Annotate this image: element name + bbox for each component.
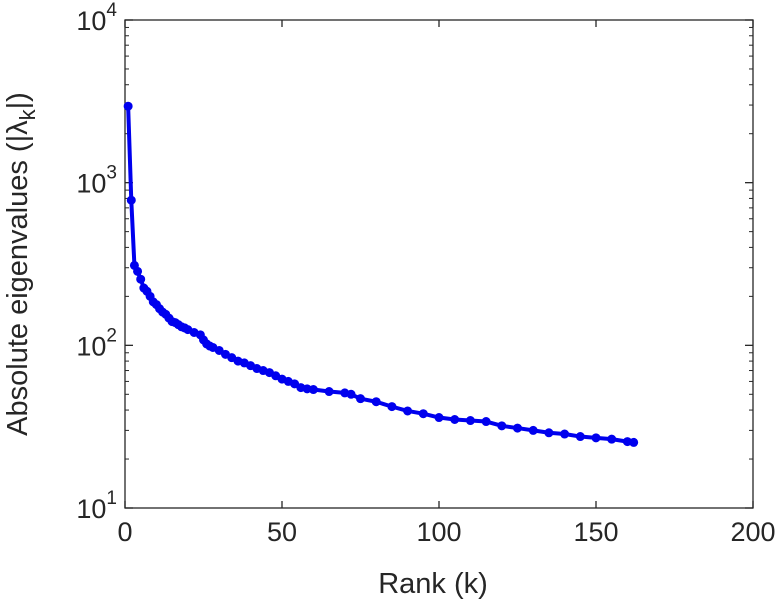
y-tick-label: 103	[76, 163, 117, 199]
data-point	[356, 394, 365, 404]
data-point	[403, 406, 413, 416]
data-point	[481, 417, 491, 427]
data-point	[497, 421, 507, 431]
data-point	[126, 195, 136, 205]
x-tick-label: 150	[573, 517, 618, 547]
data-point	[575, 432, 585, 442]
data-point	[371, 397, 381, 407]
x-axis-ticks: 0 50 100 150 200	[117, 20, 776, 547]
data-point	[123, 101, 133, 111]
y-axis-label-subscript: k	[15, 108, 40, 120]
y-axis-label-main: Absolute eigenvalues (|	[2, 135, 34, 436]
y-tick-base: 10	[76, 6, 106, 36]
data-point	[629, 437, 639, 447]
y-tick-label: 102	[76, 325, 117, 361]
data-point	[607, 434, 617, 444]
plot-area	[124, 19, 754, 509]
data-point	[133, 266, 143, 276]
data-point	[513, 423, 522, 433]
data-point	[544, 428, 554, 438]
x-axis-label: Rank (k)	[378, 568, 488, 600]
y-tick-base: 10	[76, 494, 106, 524]
y-tick-base: 10	[76, 331, 106, 361]
x-tick-label: 100	[416, 517, 461, 547]
data-point	[465, 416, 475, 426]
data-point	[560, 429, 570, 439]
data-point	[308, 385, 318, 395]
y-axis-label: Absolute eigenvalues (|λk|)	[2, 92, 40, 436]
y-axis-label-symbol: λ	[2, 120, 34, 135]
x-tick-label: 200	[730, 517, 775, 547]
y-tick-exponent: 3	[106, 163, 117, 184]
x-tick-label: 50	[267, 517, 297, 547]
y-tick-exponent: 4	[106, 0, 117, 21]
data-point	[450, 414, 460, 424]
data-point	[434, 413, 444, 423]
y-tick-exponent: 1	[106, 488, 117, 509]
data-point	[528, 425, 538, 435]
x-tick-label: 0	[117, 517, 132, 547]
data-point	[136, 274, 146, 284]
data-point	[214, 345, 224, 355]
y-tick-label: 101	[76, 488, 117, 524]
data-point	[418, 409, 428, 419]
y-tick-base: 10	[76, 169, 106, 199]
data-series	[123, 101, 639, 447]
data-point	[591, 433, 601, 443]
data-point	[324, 387, 334, 397]
y-tick-exponent: 2	[106, 325, 117, 346]
data-point	[346, 389, 356, 399]
y-tick-label: 104	[76, 0, 117, 36]
data-point	[387, 402, 397, 412]
y-axis-label-close: |)	[2, 92, 34, 109]
